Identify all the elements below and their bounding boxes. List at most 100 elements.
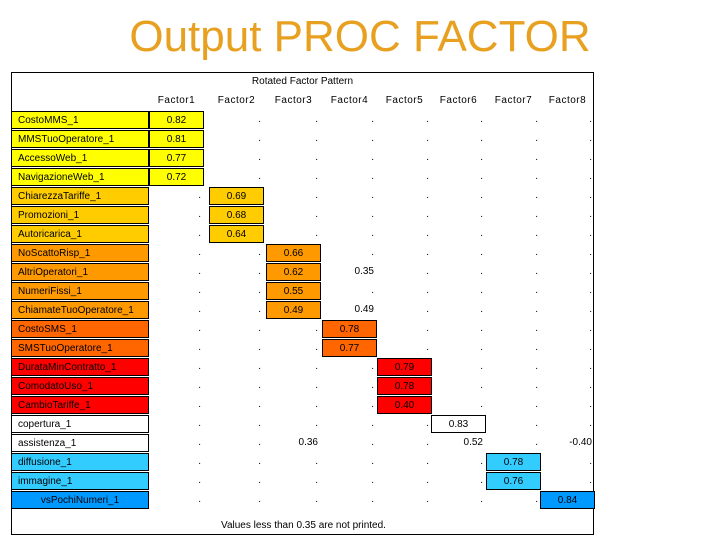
loading-cell: . bbox=[589, 418, 592, 429]
loading-cell: . bbox=[480, 228, 483, 239]
table-row: AccessoWeb_1 0.77....... bbox=[12, 149, 595, 168]
loading-cell: 0.77 bbox=[149, 149, 204, 167]
loading-cell: . bbox=[198, 418, 201, 429]
loading-cell: . bbox=[426, 133, 429, 144]
loading-cell: . bbox=[535, 304, 538, 315]
factor-pattern-table: Rotated Factor Pattern Factor1 Factor2 Fac… bbox=[11, 72, 595, 535]
loading-cell: . bbox=[258, 399, 261, 410]
loading-cell: . bbox=[589, 152, 592, 163]
column-header-3: Factor3 bbox=[274, 95, 313, 106]
loading-cell: . bbox=[258, 418, 261, 429]
table-row: SMSTuoOperatore_1... 0.77.... bbox=[12, 339, 595, 358]
loading-cell: . bbox=[258, 152, 261, 163]
loading-cell: . bbox=[198, 361, 201, 372]
loading-cell: . bbox=[315, 171, 318, 182]
loading-cell: 0.66 bbox=[266, 244, 321, 262]
loading-cell: . bbox=[315, 342, 318, 353]
loading-cell: . bbox=[371, 380, 374, 391]
loading-cell: 0.64 bbox=[209, 225, 264, 243]
loading-cell: . bbox=[535, 361, 538, 372]
loading-cell: . bbox=[589, 361, 592, 372]
table-row: immagine_1...... 0.76. bbox=[12, 472, 595, 491]
loading-cell: . bbox=[426, 171, 429, 182]
loading-cell: . bbox=[258, 380, 261, 391]
loading-cell: . bbox=[198, 494, 201, 505]
loading-cell: . bbox=[258, 133, 261, 144]
loading-cell: . bbox=[535, 228, 538, 239]
loading-cell: . bbox=[426, 228, 429, 239]
loading-cell: . bbox=[589, 133, 592, 144]
row-label: copertura_1 bbox=[12, 415, 149, 433]
loading-cell: . bbox=[535, 285, 538, 296]
loading-cell: . bbox=[426, 418, 429, 429]
loading-cell: 0.78 bbox=[377, 377, 432, 395]
loading-cell: . bbox=[198, 304, 201, 315]
loading-cell: . bbox=[426, 475, 429, 486]
loading-cell: . bbox=[371, 152, 374, 163]
loading-cell: . bbox=[589, 247, 592, 258]
table-row: CambioTariffe_1.... 0.40... bbox=[12, 396, 595, 415]
loading-cell: . bbox=[198, 323, 201, 334]
table-row: NumeriFissi_1.. 0.55..... bbox=[12, 282, 595, 301]
loading-cell: . bbox=[371, 209, 374, 220]
loading-cell: . bbox=[258, 114, 261, 125]
row-label: MMSTuoOperatore_1 bbox=[12, 130, 149, 148]
loading-cell: . bbox=[589, 228, 592, 239]
loading-cell: . bbox=[535, 190, 538, 201]
loading-cell: . bbox=[480, 456, 483, 467]
loading-cell: . bbox=[315, 323, 318, 334]
loading-cell: . bbox=[371, 456, 374, 467]
loading-cell: . bbox=[258, 475, 261, 486]
loading-cell: . bbox=[480, 361, 483, 372]
loading-cell: . bbox=[535, 114, 538, 125]
loading-cell: 0.84 bbox=[540, 491, 595, 509]
loading-cell: 0.52 bbox=[463, 437, 483, 448]
loading-cell: . bbox=[258, 171, 261, 182]
table-row: DurataMinContratto_1.... 0.79... bbox=[12, 358, 595, 377]
row-label: DurataMinContratto_1 bbox=[12, 358, 149, 376]
loading-cell: 0.72 bbox=[149, 168, 204, 186]
loading-cell: . bbox=[371, 190, 374, 201]
loading-cell: . bbox=[258, 342, 261, 353]
table-row: diffusione_1...... 0.78. bbox=[12, 453, 595, 472]
loading-cell: . bbox=[480, 494, 483, 505]
loading-cell: . bbox=[535, 152, 538, 163]
row-label: Promozioni_1 bbox=[12, 206, 149, 224]
table-footnote: Values less than 0.35 are not printed. bbox=[221, 520, 386, 531]
loading-cell: 0.81 bbox=[149, 130, 204, 148]
table-row: Promozioni_1. 0.68...... bbox=[12, 206, 595, 225]
loading-cell: . bbox=[258, 494, 261, 505]
loading-cell: . bbox=[315, 456, 318, 467]
row-label: immagine_1 bbox=[12, 472, 149, 490]
row-label: SMSTuoOperatore_1 bbox=[12, 339, 149, 357]
loading-cell: . bbox=[198, 247, 201, 258]
loading-cell: . bbox=[371, 361, 374, 372]
row-label: diffusione_1 bbox=[12, 453, 149, 471]
table-row: ComodatoUso_1.... 0.78... bbox=[12, 377, 595, 396]
loading-cell: . bbox=[480, 304, 483, 315]
loading-cell: . bbox=[315, 399, 318, 410]
loading-cell: 0.40 bbox=[377, 396, 432, 414]
loading-cell: . bbox=[371, 437, 374, 448]
loading-cell: . bbox=[426, 456, 429, 467]
loading-cell: . bbox=[258, 266, 261, 277]
loading-cell: . bbox=[198, 380, 201, 391]
loading-cell: . bbox=[589, 399, 592, 410]
loading-cell: . bbox=[426, 152, 429, 163]
row-label: CostoSMS_1 bbox=[12, 320, 149, 338]
loading-cell: 0.62 bbox=[266, 263, 321, 281]
row-label: ChiamateTuoOperatore_1 bbox=[12, 301, 149, 319]
loading-cell: 0.35 bbox=[354, 266, 374, 277]
loading-cell: . bbox=[589, 380, 592, 391]
loading-cell: . bbox=[535, 342, 538, 353]
loading-cell: . bbox=[426, 494, 429, 505]
loading-cell: . bbox=[589, 190, 592, 201]
table-row: Autoricarica_1. 0.64...... bbox=[12, 225, 595, 244]
loading-cell: . bbox=[426, 209, 429, 220]
row-label: NavigazioneWeb_1 bbox=[12, 168, 149, 186]
row-label: ChiarezzaTariffe_1 bbox=[12, 187, 149, 205]
loading-cell: . bbox=[198, 228, 201, 239]
loading-cell: 0.49 bbox=[354, 304, 374, 315]
table-row: ChiamateTuoOperatore_1.. 0.49 0.49.... bbox=[12, 301, 595, 320]
loading-cell: . bbox=[480, 475, 483, 486]
